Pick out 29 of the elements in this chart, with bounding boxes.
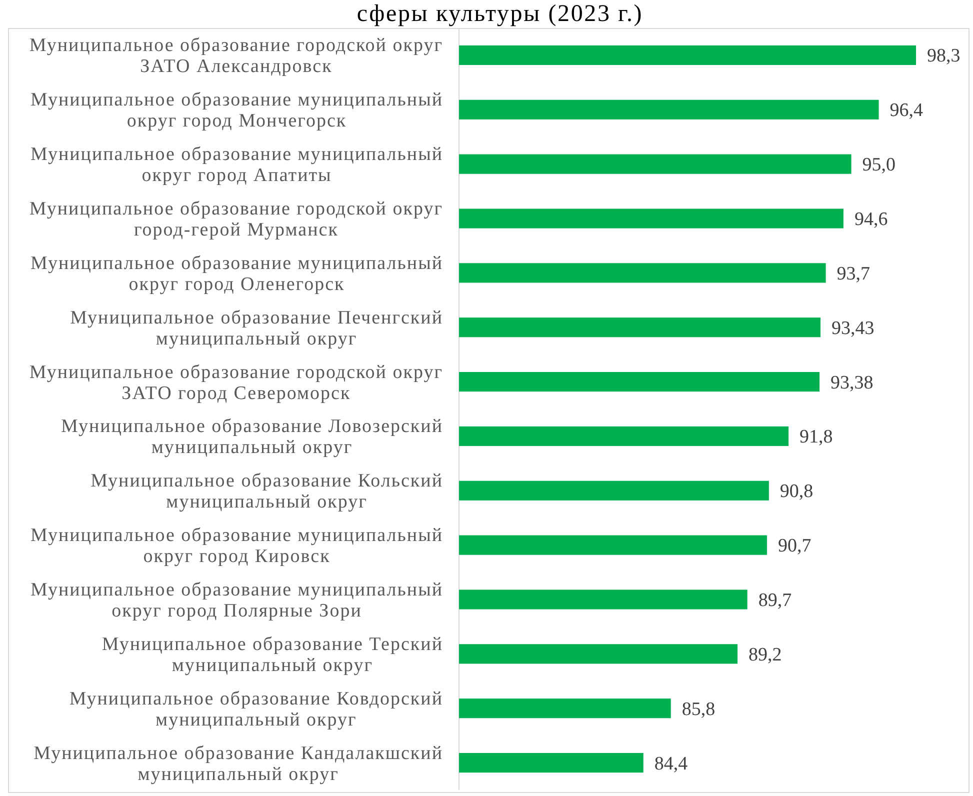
y-tick-label: Муниципальное образование Печенгский муниципальный округ bbox=[70, 307, 443, 350]
y-tick-label: Муниципальное образование Кольский муниципальный округ bbox=[90, 470, 444, 513]
y-tick-label: Муниципальное образование городской округ ЗАТО Александровск bbox=[29, 35, 444, 78]
y-tick-label: Муниципальное образование муниципальный округ город Мончегорск bbox=[30, 90, 443, 132]
data-label: 90,8 bbox=[780, 481, 814, 502]
data-label: 84,4 bbox=[654, 753, 688, 774]
chart-title: сферы культуры (2023 г.) bbox=[356, 1, 644, 27]
y-tick-label: Муниципальное образование муниципальный округ город Кировск bbox=[30, 525, 443, 568]
data-label: 91,8 bbox=[800, 426, 833, 448]
y-tick-label: Муниципальное образование городской округ ЗАТО город Североморск bbox=[29, 362, 444, 404]
y-tick-label: Муниципальное образование Терский муниципальный округ bbox=[102, 634, 444, 676]
data-label: 98,3 bbox=[927, 46, 960, 67]
y-tick-label: Муниципальное образование муниципальный округ город Апатиты bbox=[30, 144, 443, 186]
data-label: 93,38 bbox=[830, 372, 874, 394]
data-label: 94,6 bbox=[854, 209, 888, 230]
y-tick-label: Муниципальное образование муниципальный округ город Полярные Зори bbox=[30, 580, 443, 622]
data-label: 93,7 bbox=[836, 263, 870, 284]
y-tick-label: Муниципальное образование муниципальный округ город Оленегорск bbox=[30, 252, 443, 295]
y-tick-label: Муниципальное образование Кандалакшский муниципальный округ bbox=[34, 742, 443, 785]
y-tick-label: Муниципальное образование городской округ город-герой Мурманск bbox=[29, 198, 444, 240]
y-tick-label: Муниципальное образование Ловозерский муниципальный округ bbox=[61, 416, 443, 458]
data-label: 95,0 bbox=[862, 154, 896, 176]
data-label: 96,4 bbox=[890, 100, 924, 122]
data-label: 89,2 bbox=[748, 644, 782, 666]
data-label: 93,43 bbox=[832, 318, 874, 339]
data-label: 89,7 bbox=[758, 590, 792, 611]
data-label: 90,7 bbox=[778, 536, 812, 557]
data-label: 85,8 bbox=[682, 698, 716, 720]
y-tick-label: Муниципальное образование Ковдорский муниципальный округ bbox=[69, 688, 444, 730]
